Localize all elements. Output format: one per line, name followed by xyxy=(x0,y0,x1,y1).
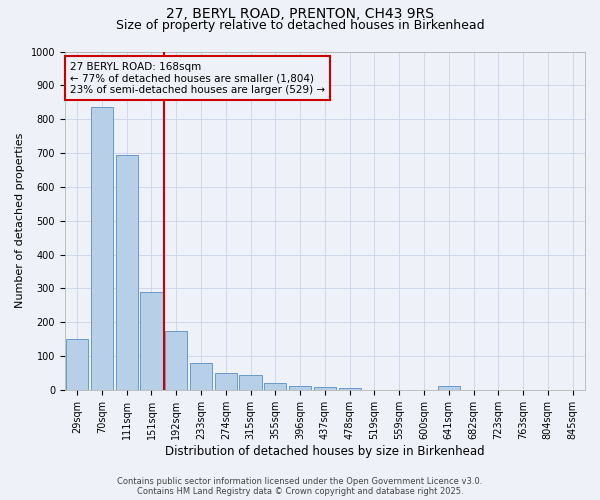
Bar xyxy=(116,154,138,390)
Bar xyxy=(66,339,88,390)
Bar xyxy=(239,374,262,390)
Text: 27, BERYL ROAD, PRENTON, CH43 9RS: 27, BERYL ROAD, PRENTON, CH43 9RS xyxy=(166,8,434,22)
Text: Size of property relative to detached houses in Birkenhead: Size of property relative to detached ho… xyxy=(116,19,484,32)
Bar xyxy=(437,386,460,390)
Bar xyxy=(289,386,311,390)
Text: 27 BERYL ROAD: 168sqm
← 77% of detached houses are smaller (1,804)
23% of semi-d: 27 BERYL ROAD: 168sqm ← 77% of detached … xyxy=(70,62,325,95)
Bar xyxy=(215,373,237,390)
Bar xyxy=(338,388,361,390)
Bar xyxy=(165,330,187,390)
Bar xyxy=(314,387,336,390)
Y-axis label: Number of detached properties: Number of detached properties xyxy=(15,133,25,308)
Bar xyxy=(140,292,163,390)
Bar xyxy=(190,363,212,390)
Bar xyxy=(264,383,286,390)
Text: Contains HM Land Registry data © Crown copyright and database right 2025.: Contains HM Land Registry data © Crown c… xyxy=(137,487,463,496)
X-axis label: Distribution of detached houses by size in Birkenhead: Distribution of detached houses by size … xyxy=(165,444,485,458)
Bar xyxy=(91,108,113,390)
Text: Contains public sector information licensed under the Open Government Licence v3: Contains public sector information licen… xyxy=(118,477,482,486)
